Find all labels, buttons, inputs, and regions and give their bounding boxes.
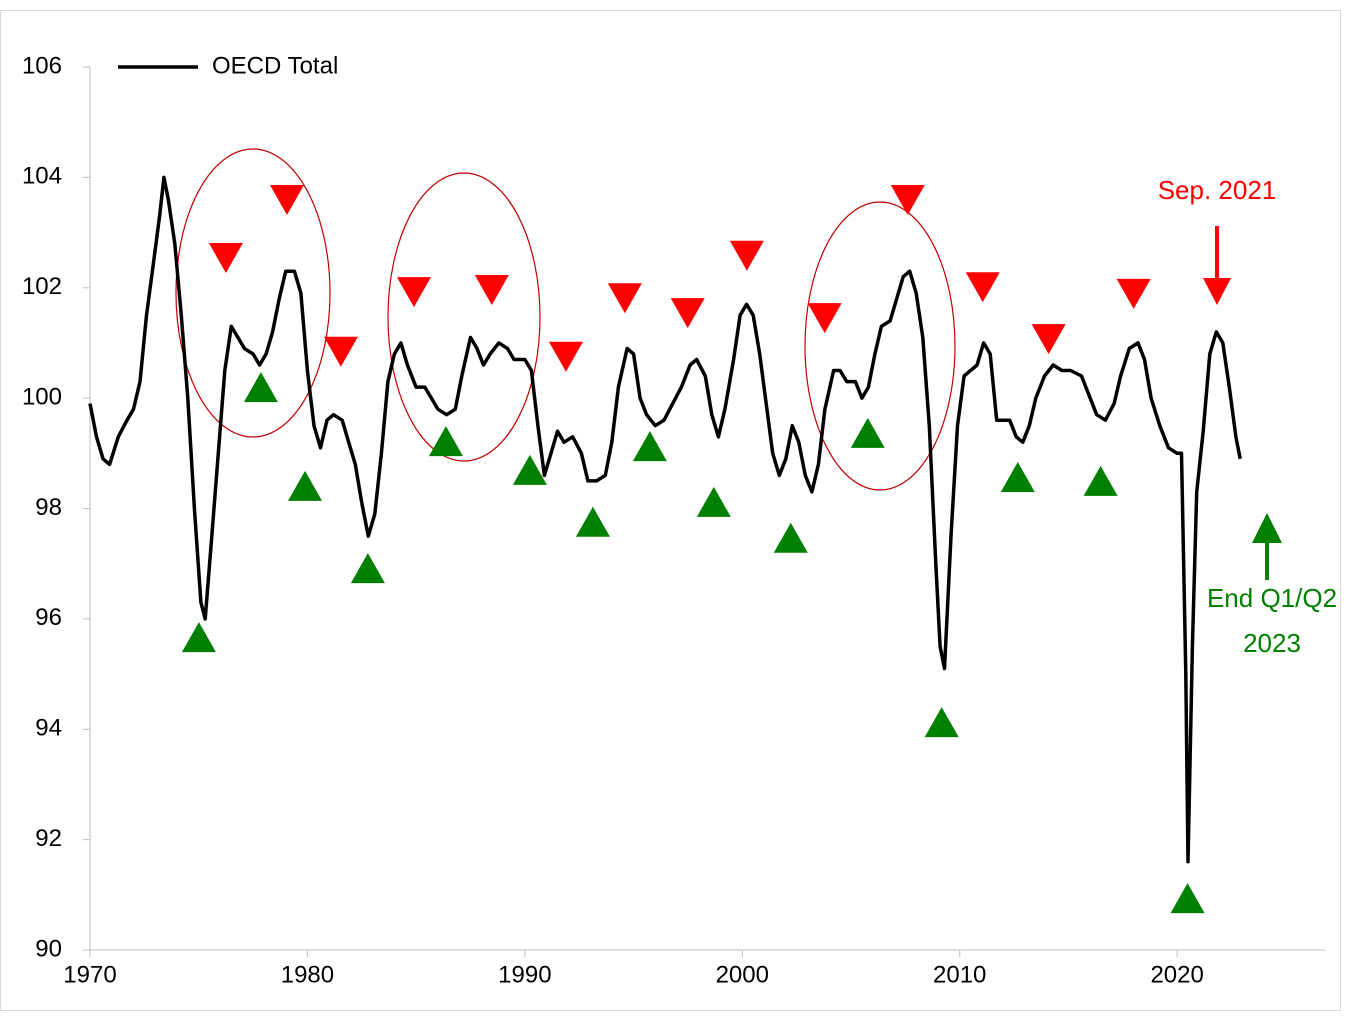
- turning-point-marker: [807, 303, 842, 334]
- annotation-arrow-head: [1252, 513, 1282, 543]
- turning-point-marker: [850, 417, 885, 448]
- turning-point-marker: [670, 298, 705, 329]
- turning-point-marker: [512, 454, 547, 485]
- turning-point-marker: [396, 277, 431, 308]
- annotation: End Q1/Q2: [1207, 583, 1337, 613]
- turning-point-marker: [773, 522, 808, 553]
- y-tick-label: 104: [22, 163, 62, 190]
- x-tick-label: 1980: [281, 961, 334, 988]
- turning-point-marker: [607, 283, 642, 314]
- data-line: [88, 175, 1242, 864]
- annotation: 2023: [1243, 628, 1301, 658]
- turning-point-marker: [269, 185, 304, 216]
- turning-point-marker: [1116, 278, 1151, 309]
- highlight-ellipse: [387, 172, 541, 462]
- turning-point-marker: [575, 506, 610, 537]
- turning-point-marker: [428, 426, 463, 457]
- turning-point-marker: [323, 336, 358, 367]
- turning-point-marker: [729, 240, 764, 271]
- chart-border: [0, 10, 1341, 1011]
- turning-point-marker: [890, 185, 925, 216]
- turning-point-marker: [1170, 883, 1205, 914]
- y-tick-label: 98: [35, 494, 62, 521]
- turning-point-marker: [965, 272, 1000, 303]
- x-tick-label: 2010: [933, 961, 986, 988]
- turning-point-marker: [288, 470, 323, 501]
- turning-point-marker: [924, 707, 959, 738]
- turning-point-marker: [474, 274, 509, 305]
- turning-point-marker: [208, 242, 243, 273]
- turning-point-marker: [1083, 465, 1118, 496]
- turning-point-marker: [1000, 462, 1035, 493]
- turning-point-marker: [181, 622, 216, 653]
- y-tick-label: 106: [22, 52, 62, 79]
- highlight-ellipse: [175, 148, 331, 438]
- x-tick-label: 1970: [63, 961, 116, 988]
- y-tick-label: 102: [22, 273, 62, 300]
- annotation-arrow-head: [1203, 278, 1231, 305]
- legend-label: OECD Total: [212, 52, 338, 79]
- x-tick-label: 2020: [1150, 961, 1203, 988]
- y-tick-label: 94: [35, 715, 62, 742]
- annotation: Sep. 2021: [1158, 175, 1277, 205]
- turning-point-marker: [1031, 324, 1066, 355]
- y-tick-label: 100: [22, 383, 62, 410]
- turning-point-marker: [548, 341, 583, 372]
- y-tick-label: 92: [35, 825, 62, 852]
- highlight-ellipse: [804, 201, 956, 491]
- y-tick-label: 96: [35, 604, 62, 631]
- x-tick-label: 2000: [716, 961, 769, 988]
- y-tick-label: 90: [35, 935, 62, 962]
- turning-point-marker: [350, 553, 385, 584]
- x-tick-label: 1990: [498, 961, 551, 988]
- turning-point-marker: [243, 372, 278, 403]
- turning-point-marker: [696, 486, 731, 517]
- turning-point-marker: [632, 431, 667, 462]
